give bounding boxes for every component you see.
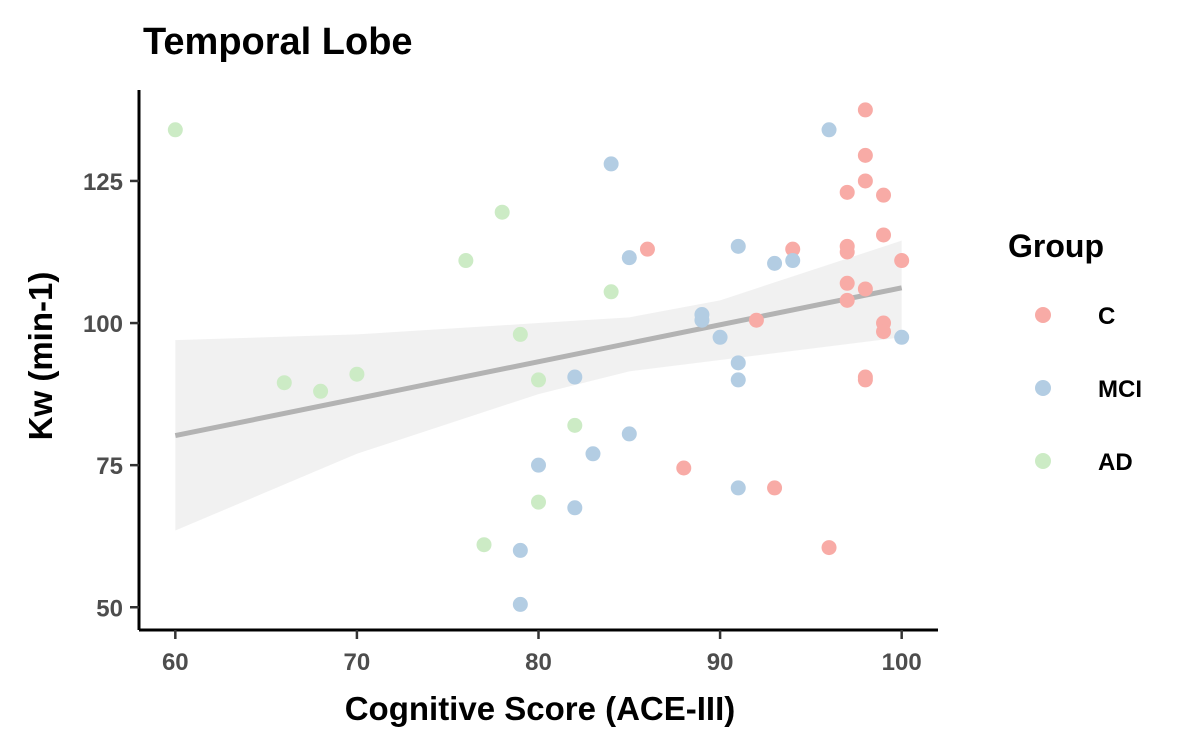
data-point-mci xyxy=(603,156,619,172)
data-point-mci xyxy=(531,457,546,473)
data-point-c xyxy=(894,253,910,269)
legend-key-ad xyxy=(1035,453,1051,469)
data-point-mci xyxy=(785,253,801,269)
data-point-c xyxy=(839,244,855,260)
legend-label-c: C xyxy=(1098,303,1115,330)
data-point-c xyxy=(785,241,801,257)
data-point-c xyxy=(767,480,783,496)
data-point-ad xyxy=(531,372,546,388)
legend-key-mci xyxy=(1035,380,1051,396)
x-axis-ticks: 60 70 80 90 100 xyxy=(162,630,922,676)
data-point-c xyxy=(857,147,873,163)
data-point-ad xyxy=(531,494,546,510)
data-point-mci xyxy=(730,372,746,388)
legend-label-ad: AD xyxy=(1098,449,1133,476)
legend: Group C MCI AD xyxy=(1008,228,1142,476)
data-point-c xyxy=(876,227,892,243)
legend-title: Group xyxy=(1008,228,1104,264)
data-point-mci xyxy=(712,329,728,345)
data-point-ad xyxy=(458,253,474,269)
x-tick-label: 100 xyxy=(882,649,922,676)
data-point-mci xyxy=(585,446,601,462)
data-point-mci xyxy=(730,238,746,254)
y-tick-label: 75 xyxy=(96,453,123,480)
y-axis-title: Kw (min-1) xyxy=(22,272,59,441)
regression-line xyxy=(174,285,903,439)
data-point-c xyxy=(876,187,892,203)
data-point-mci xyxy=(512,542,528,558)
data-point-c xyxy=(748,312,764,328)
data-point-mci xyxy=(567,369,583,385)
data-point-c xyxy=(839,292,855,308)
data-point-ad xyxy=(567,417,583,433)
data-point-mci xyxy=(730,355,746,371)
x-tick-label: 80 xyxy=(525,649,552,676)
regression-line-layer xyxy=(174,285,903,439)
data-point-c xyxy=(857,102,873,118)
data-point-ad xyxy=(313,383,329,399)
data-point-mci xyxy=(621,250,637,266)
data-point-c xyxy=(876,324,892,340)
data-point-mci xyxy=(767,255,783,271)
data-point-mci xyxy=(821,122,837,138)
data-point-mci xyxy=(694,312,710,328)
data-point-ad xyxy=(276,375,292,391)
points-layer xyxy=(167,102,910,612)
x-tick-label: 60 xyxy=(162,649,189,676)
legend-label-mci: MCI xyxy=(1098,376,1142,403)
data-point-ad xyxy=(494,204,510,220)
y-tick-label: 125 xyxy=(83,169,123,196)
data-point-c xyxy=(857,372,873,388)
data-point-mci xyxy=(512,596,528,612)
data-point-c xyxy=(839,275,855,291)
data-point-mci xyxy=(621,426,637,442)
data-point-c xyxy=(839,184,855,200)
chart-title: Temporal Lobe xyxy=(143,21,413,63)
data-point-c xyxy=(639,241,655,257)
y-axis-ticks: 50 75 100 125 xyxy=(83,169,139,622)
data-point-mci xyxy=(894,329,910,345)
data-point-ad xyxy=(603,284,619,300)
y-tick-label: 100 xyxy=(83,311,123,338)
data-point-ad xyxy=(476,537,492,553)
x-axis-title: Cognitive Score (ACE-III) xyxy=(345,690,736,727)
x-tick-label: 90 xyxy=(707,649,734,676)
legend-items: C MCI AD xyxy=(1035,303,1142,476)
y-tick-label: 50 xyxy=(96,595,123,622)
data-point-c xyxy=(857,281,873,297)
data-point-mci xyxy=(567,500,583,516)
data-point-c xyxy=(676,460,692,476)
data-point-c xyxy=(857,173,873,189)
x-tick-label: 70 xyxy=(344,649,371,676)
data-point-c xyxy=(821,540,837,556)
data-point-mci xyxy=(730,480,746,496)
data-point-ad xyxy=(512,326,528,342)
data-point-ad xyxy=(167,122,183,138)
legend-key-c xyxy=(1035,307,1051,323)
data-point-ad xyxy=(349,366,365,382)
